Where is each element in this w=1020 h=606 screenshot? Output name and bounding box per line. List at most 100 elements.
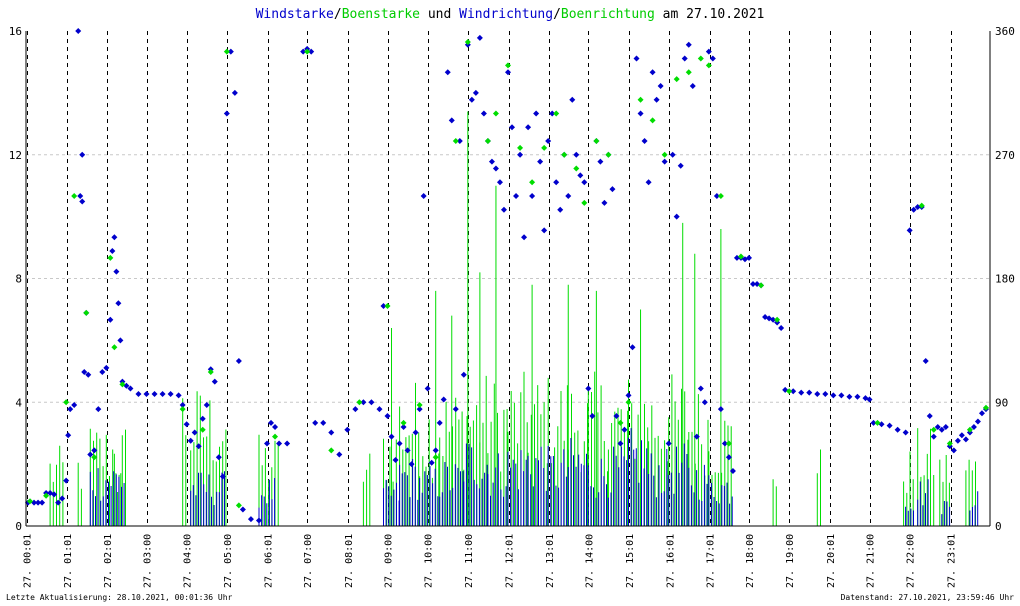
windrichtung-point <box>99 369 106 375</box>
windrichtung-point <box>95 406 102 413</box>
windrichtung-point <box>725 454 732 461</box>
x-tick-label: 27. 13:01 <box>545 534 556 588</box>
windrichtung-point <box>577 172 584 179</box>
windstarke-bar <box>527 446 547 526</box>
boenrichtung-point <box>235 502 242 509</box>
windrichtung-point <box>930 433 937 440</box>
windrichtung-point <box>846 393 853 400</box>
windrichtung-point <box>452 406 459 413</box>
boenrichtung-point <box>505 62 511 69</box>
windrichtung-point <box>135 391 142 397</box>
windrichtung-point <box>500 206 507 213</box>
windrichtung-point <box>693 433 700 440</box>
windstarke-bar <box>399 459 419 526</box>
boenrichtung-point <box>91 454 98 461</box>
y-right-tick-label: 90 <box>995 396 1008 409</box>
windrichtung-point <box>545 138 552 144</box>
windrichtung-point <box>701 399 708 406</box>
windstarke-bar <box>89 468 125 526</box>
boenrichtung-point <box>685 69 692 76</box>
windrichtung-point <box>645 179 652 186</box>
windrichtung-point <box>408 461 415 468</box>
boenstarke-bar <box>772 479 777 526</box>
windrichtung-point <box>476 34 483 41</box>
boenrichtung-point <box>272 433 279 440</box>
windrichtung-point <box>127 385 134 392</box>
boenstarke-bar <box>463 375 487 526</box>
boenrichtung-point <box>737 253 744 260</box>
windrichtung-point <box>617 440 624 447</box>
boenrichtung-point <box>581 199 588 206</box>
windstarke-bar <box>905 506 914 526</box>
windstarke-bar <box>688 464 708 526</box>
windrichtung-point <box>665 440 672 447</box>
windrichtung-point <box>721 440 728 447</box>
x-tick-label: 27. 22:00 <box>906 534 917 588</box>
windrichtung-point <box>521 234 528 241</box>
windrichtung-point <box>235 358 242 364</box>
windrichtung-point <box>117 337 124 344</box>
boenrichtung-point <box>111 344 118 351</box>
windrichtung-point <box>107 316 114 323</box>
windrichtung-point <box>456 138 463 144</box>
windstarke-bar <box>190 471 225 526</box>
boenrichtung-point <box>541 144 548 151</box>
x-tick-label: 27. 08:01 <box>344 534 355 588</box>
windrichtung-point <box>215 454 222 461</box>
boenrichtung-point <box>356 399 363 406</box>
windrichtung-point <box>585 385 592 392</box>
boenrichtung-point <box>207 369 214 375</box>
x-tick-label: 27. 06:01 <box>264 534 275 588</box>
windrichtung-point <box>85 371 92 378</box>
y-left-tick-label: 4 <box>15 396 22 409</box>
windrichtung-point <box>637 110 644 117</box>
windrichtung-point <box>203 402 210 408</box>
y-left-tick-label: 12 <box>9 149 22 162</box>
windstarke-bar <box>258 478 276 526</box>
windrichtung-point <box>729 468 736 474</box>
windrichtung-point <box>223 110 230 117</box>
windstarke-bar <box>507 450 527 526</box>
windrichtung-point <box>541 227 548 234</box>
boenrichtung-point <box>774 316 781 323</box>
windstarke-bar <box>487 453 507 526</box>
y-right-tick-label: 180 <box>995 273 1015 286</box>
windrichtung-point <box>886 422 893 429</box>
footer-data-status: Datenstand: 27.10.2021, 23:59:46 Uhr <box>840 593 1014 602</box>
windrichtung-point <box>79 151 86 158</box>
y-left-tick-label: 16 <box>9 25 22 38</box>
x-tick-label: 27. 17:01 <box>706 534 717 588</box>
boenstarke-bar <box>708 420 732 526</box>
windrichtung-point <box>59 495 66 502</box>
windrichtung-point <box>653 96 660 103</box>
windrichtung-point <box>432 447 439 454</box>
boenrichtung-point <box>918 202 925 209</box>
windrichtung-point <box>187 437 194 444</box>
windstarke-bar <box>567 438 587 526</box>
boenstarke-bar <box>49 445 64 526</box>
windrichtung-point <box>300 48 307 55</box>
boenrichtung-point <box>63 399 70 406</box>
windrichtung-point <box>239 506 246 513</box>
windrichtung-point <box>581 179 588 186</box>
x-tick-label: 27. 14:00 <box>584 534 595 588</box>
x-tick-label: 27. 01:01 <box>63 534 74 588</box>
windrichtung-point <box>517 151 524 158</box>
windrichtung-point <box>589 413 596 419</box>
title-part-3: und <box>420 7 459 22</box>
windrichtung-point <box>496 179 503 186</box>
windrichtung-point <box>308 48 315 55</box>
boenrichtung-point <box>966 426 973 433</box>
windrichtung-point <box>573 151 580 158</box>
windrichtung-point <box>922 358 929 364</box>
windrichtung-point <box>440 396 447 403</box>
boenrichtung-point <box>384 303 391 309</box>
x-tick-label: 27. 05:00 <box>223 534 234 588</box>
windrichtung-point <box>565 193 572 199</box>
windrichtung-point <box>814 391 821 397</box>
boenrichtung-point <box>617 419 624 426</box>
windrichtung-point <box>657 83 664 89</box>
y-right-tick-labels: 0 90 180 270 360 <box>995 25 1015 533</box>
windrichtung-point <box>77 193 84 199</box>
windstarke-bar <box>463 443 488 526</box>
